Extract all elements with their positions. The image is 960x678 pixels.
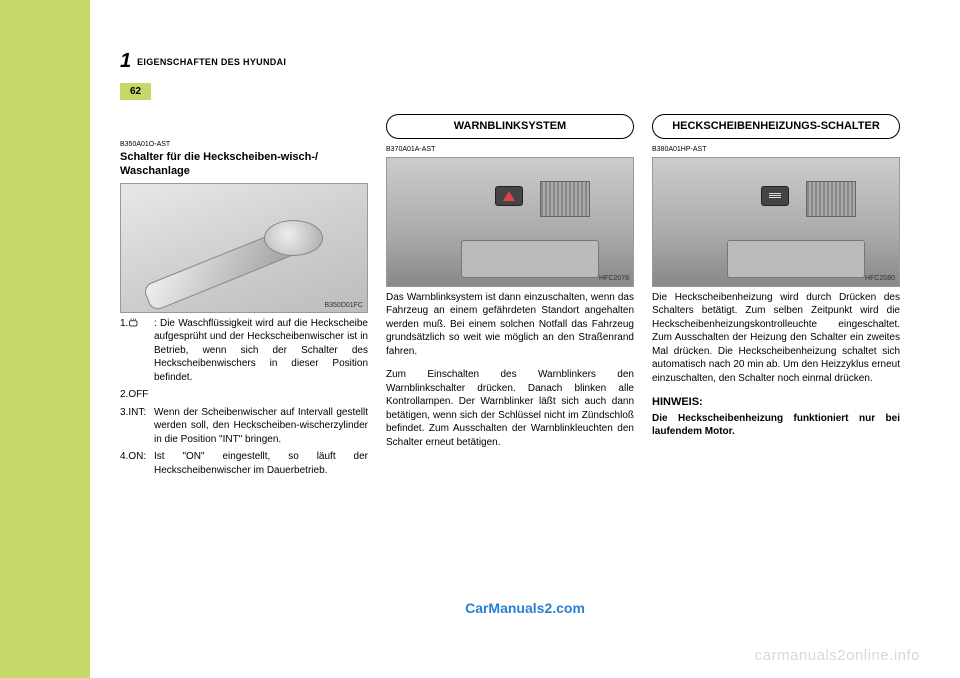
column-2: WARNBLINKSYSTEM B370A01A-AST HFC2078 Das… [386,114,634,481]
hazard-button-icon [495,186,523,206]
list-number: 2.OFF [120,388,154,402]
list-text: Ist "ON" eingestellt, so läuft der Hecks… [154,450,368,477]
list-text: Wenn der Scheibenwischer auf Intervall g… [154,406,368,447]
hinweis-body: Die Heckscheibenheizung funktioniert nur… [652,412,900,439]
section-code: B380A01HP-AST [652,145,900,154]
defogger-button-icon [761,186,789,206]
page-header: 1 EIGENSCHAFTEN DES HYUNDAI [120,50,900,73]
spray-icon [128,318,140,328]
figure-caption: B350D01FC [324,301,363,310]
section-heading: WARNBLINKSYSTEM [386,114,634,139]
section-subheading: Schalter für die Heckscheiben-wisch-/ Wa… [120,151,368,179]
list-number: 4.ON: [120,450,154,477]
list-item: 1. : Die Waschflüssigkeit wird auf die H… [120,317,368,385]
section-code: B370A01A-AST [386,145,634,154]
section-code: B350A01O-AST [120,140,368,149]
hinweis-title: HINWEIS: [652,395,900,410]
figure-caption: HFC2078 [599,274,629,283]
chapter-title: EIGENSCHAFTEN DES HYUNDAI [137,57,286,67]
list-item: 4.ON: Ist "ON" eingestellt, so läuft der… [120,450,368,477]
body-paragraph: Zum Einschalten des Warnblinkers den War… [386,368,634,449]
list-text [154,388,368,402]
body-paragraph: Die Heckscheibenheizung wird durch Drück… [652,291,900,386]
list-number: 3.INT: [120,406,154,447]
left-sidebar [0,0,90,678]
figure-wiper-stalk: B350D01FC [120,183,368,313]
content-columns: B350A01O-AST Schalter für die Heckscheib… [120,114,900,481]
page-number: 62 [120,83,151,100]
figure-defogger-switch: HFC2080 [652,157,900,287]
column-1: B350A01O-AST Schalter für die Heckscheib… [120,114,368,481]
list-number: 1. [120,317,154,385]
body-paragraph: Das Warnblinksystem ist dann einzuschalt… [386,291,634,359]
section-heading: HECKSCHEIBENHEIZUNGS-SCHALTER [652,114,900,139]
list-item: 3.INT: Wenn der Scheibenwischer auf Inte… [120,406,368,447]
figure-hazard-switch: HFC2078 [386,157,634,287]
watermark-link[interactable]: CarManuals2.com [465,600,585,616]
list-item: 2.OFF [120,388,368,402]
figure-caption: HFC2080 [865,274,895,283]
chapter-number: 1 [120,50,131,73]
list-text: : Die Waschflüssigkeit wird auf die Heck… [154,317,368,385]
watermark-footer: carmanuals2online.info [755,647,920,664]
page-content: 1 EIGENSCHAFTEN DES HYUNDAI 62 B350A01O-… [90,0,960,678]
column-3: HECKSCHEIBENHEIZUNGS-SCHALTER B380A01HP-… [652,114,900,481]
